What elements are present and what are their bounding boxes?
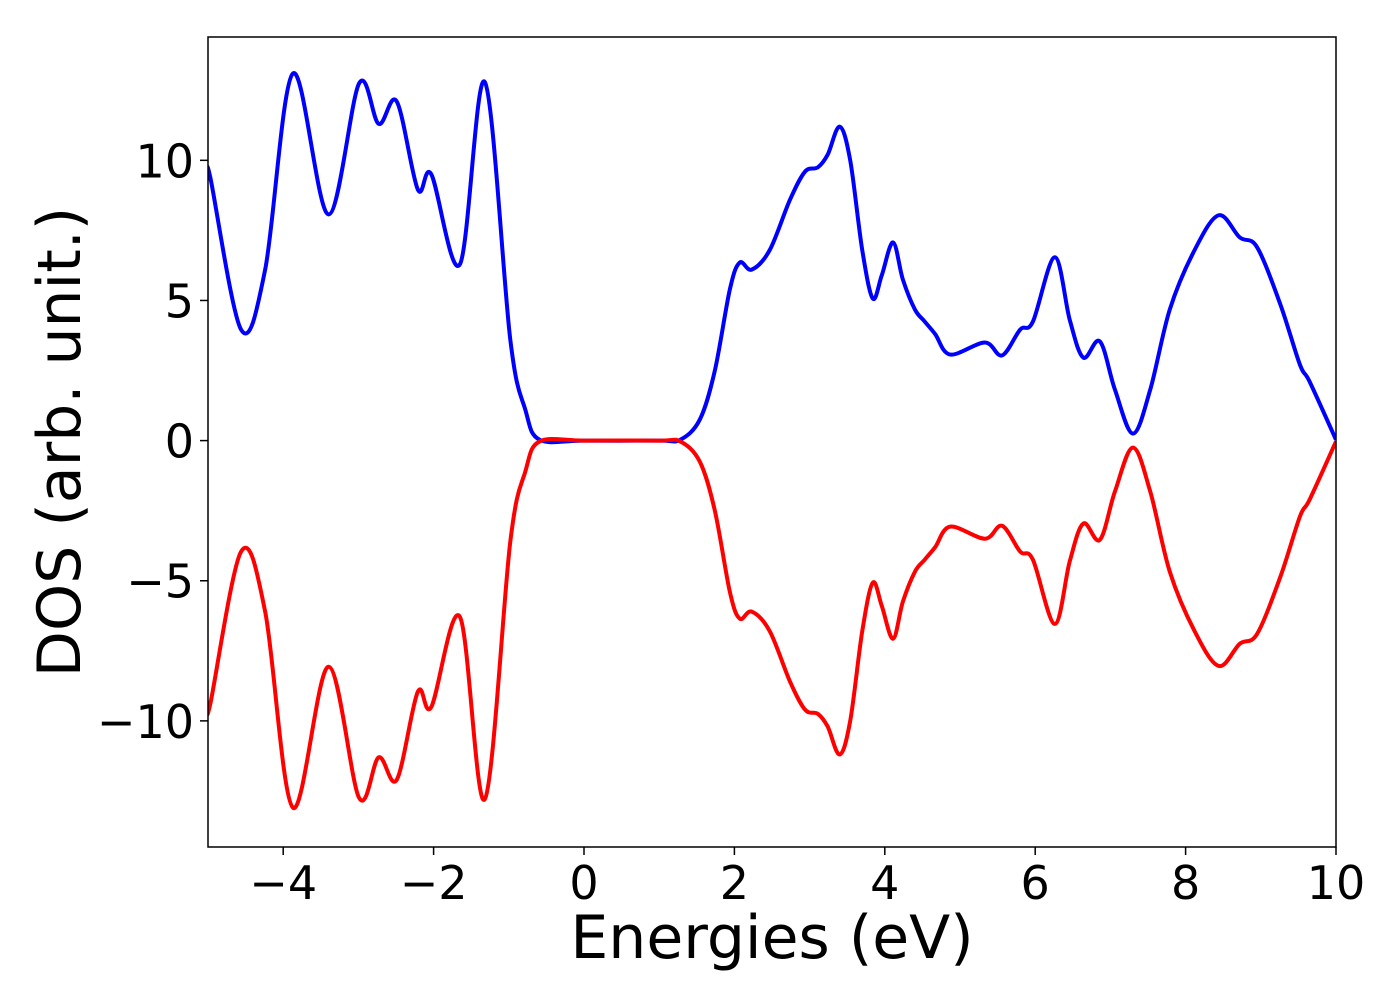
y-tick-label: 0 (165, 415, 194, 469)
x-tick-label: 0 (569, 856, 598, 910)
x-axis-label: Energies (eV) (570, 903, 973, 973)
line-series (208, 71, 1336, 445)
y-tick-label: −10 (97, 695, 194, 749)
plot-frame (207, 36, 1337, 848)
x-tick-label: −4 (249, 856, 317, 910)
y-axis-label: DOS (arb. unit.) (25, 207, 95, 677)
x-tick-label: 4 (870, 856, 899, 910)
y-tick-label: −5 (126, 555, 194, 609)
y-tick-label: 10 (135, 134, 194, 188)
y-tick-label: 5 (165, 274, 194, 328)
x-tick-label: 10 (1307, 856, 1366, 910)
x-tick-label: 2 (720, 856, 749, 910)
x-tick-label: −2 (400, 856, 468, 910)
line-series (208, 436, 1336, 810)
x-tick-label: 6 (1021, 856, 1050, 910)
x-tick-label: 8 (1171, 856, 1200, 910)
